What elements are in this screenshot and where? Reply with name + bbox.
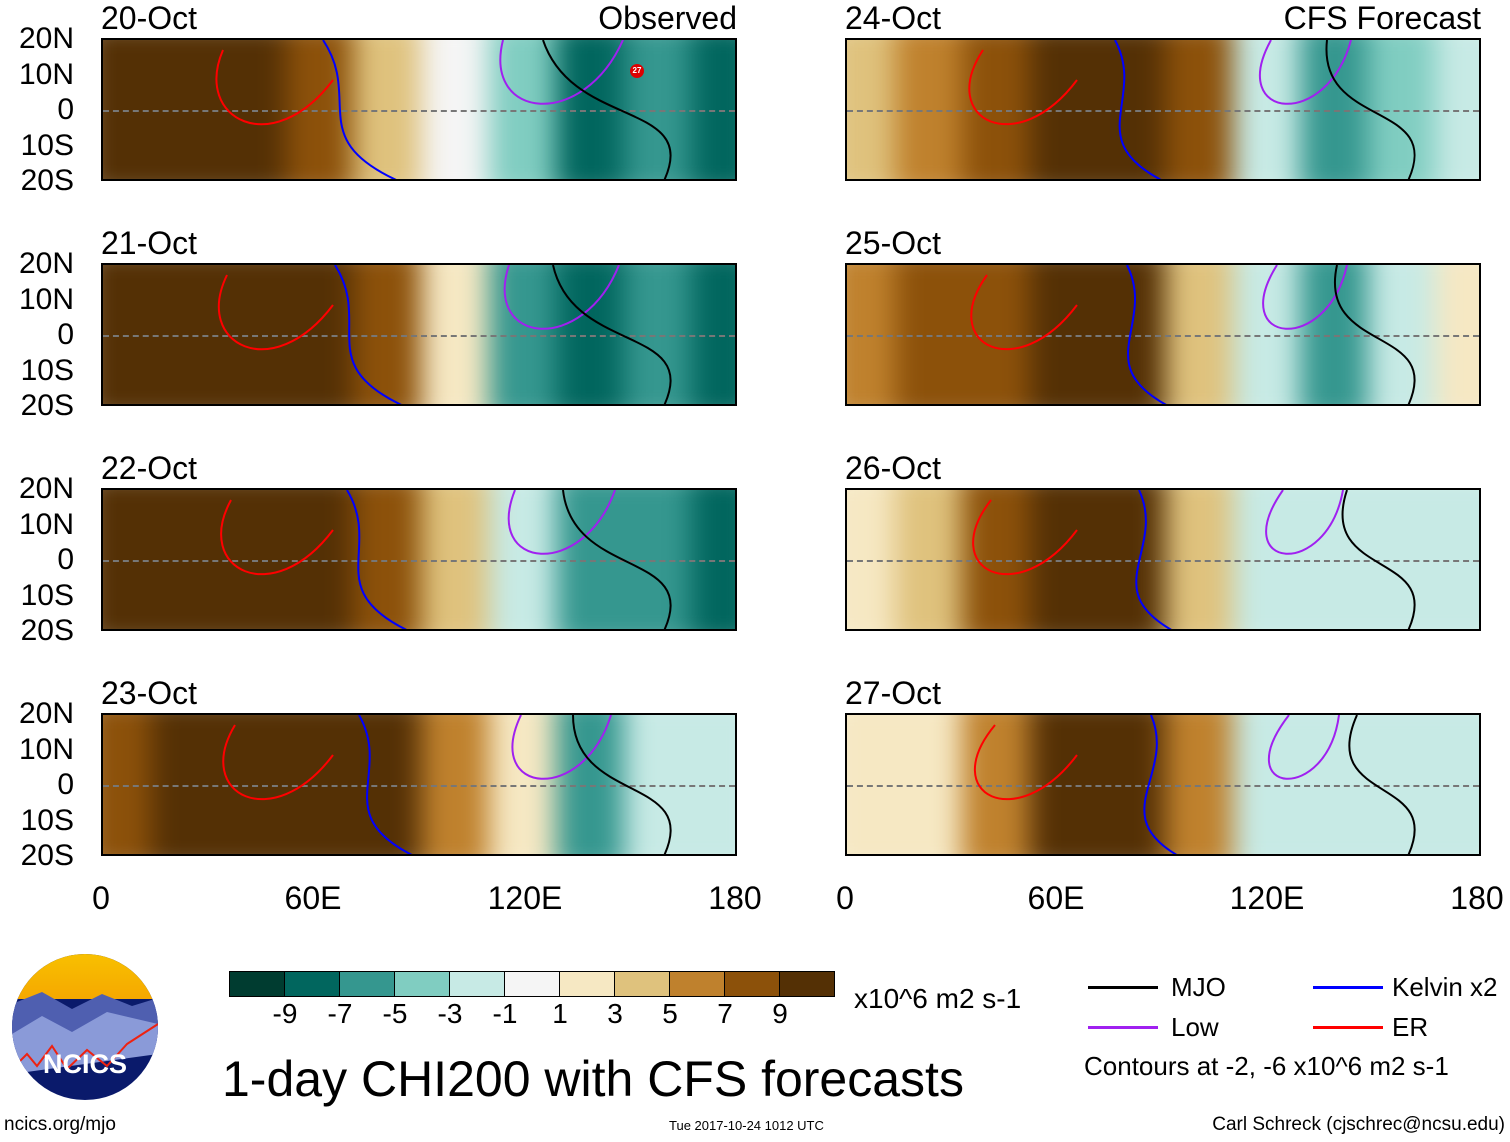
lat-label: 20N xyxy=(18,247,74,280)
lon-label: 60E xyxy=(1027,880,1085,916)
colorbar-swatch xyxy=(230,972,285,996)
colorbar-label: -5 xyxy=(382,998,408,1029)
panel-date: 27-Oct xyxy=(845,675,942,711)
equator-line xyxy=(103,334,735,337)
colorbar-swatch xyxy=(285,972,340,996)
lat-label: 10S xyxy=(20,128,74,162)
lat-label: 20S xyxy=(20,614,74,647)
chi200-map-panel xyxy=(101,488,737,631)
panel-date: 22-Oct xyxy=(101,450,198,486)
equator-line xyxy=(103,109,735,112)
colorbar-swatch xyxy=(395,972,450,996)
colorbar-label: -9 xyxy=(272,998,298,1029)
lat-label: 10S xyxy=(20,353,74,387)
figure-title: 1-day CHI200 with CFS forecasts xyxy=(222,1051,964,1107)
panel-label: CFS Forecast xyxy=(1283,0,1481,36)
lat-label: 20S xyxy=(20,389,74,422)
colorbar xyxy=(229,971,835,997)
lon-label: 120E xyxy=(487,880,563,916)
panel-date: 23-Oct xyxy=(101,675,198,711)
equator-line xyxy=(847,109,1479,112)
equator-line xyxy=(847,784,1479,787)
lat-label: 20N xyxy=(18,472,74,505)
kelvin-label: Kelvin x2 xyxy=(1392,972,1498,1002)
lon-label: 120E xyxy=(1229,880,1305,916)
lat-label: 10N xyxy=(18,57,74,91)
colorbar-label: -7 xyxy=(327,998,353,1029)
chi200-map-panel xyxy=(845,38,1481,181)
low-label: Low xyxy=(1171,1012,1219,1042)
panel-date: 21-Oct xyxy=(101,225,198,261)
panel-label: Observed xyxy=(598,0,737,36)
colorbar-swatch xyxy=(560,972,615,996)
lon-label: 60E xyxy=(284,880,342,916)
lat-label: 10S xyxy=(20,803,74,837)
lat-label: 0 xyxy=(57,768,74,801)
colorbar-swatch xyxy=(725,972,780,996)
lon-label: 0 xyxy=(92,880,110,916)
colorbar-label: 1 xyxy=(552,998,568,1029)
colorbar-swatch xyxy=(450,972,505,996)
lat-label: 20N xyxy=(18,697,74,730)
chi200-map-panel xyxy=(101,713,737,856)
equator-line xyxy=(103,559,735,562)
panel-date: 20-Oct xyxy=(101,0,198,36)
lat-label: 20S xyxy=(20,164,74,197)
mjo-line-key xyxy=(1088,986,1158,989)
equator-line xyxy=(847,334,1479,337)
er-label: ER xyxy=(1392,1012,1429,1042)
colorbar-label: 3 xyxy=(607,998,623,1029)
panel-date: 24-Oct xyxy=(845,0,942,36)
kelvin-line-key xyxy=(1313,986,1383,989)
colorbar-swatch xyxy=(615,972,670,996)
chi200-map-panel xyxy=(845,488,1481,631)
colorbar-label: 7 xyxy=(717,998,733,1029)
colorbar-label: -3 xyxy=(437,998,463,1029)
colorbar-units: x10^6 m2 s-1 xyxy=(854,983,1022,1014)
chi200-map-panel: 27 xyxy=(101,38,737,181)
lon-label: 180 xyxy=(708,880,762,916)
chi200-map-panel xyxy=(101,263,737,406)
lat-label: 10N xyxy=(18,507,74,541)
equator-line xyxy=(103,784,735,787)
lat-label: 20S xyxy=(20,839,74,872)
footer-timestamp: Tue 2017-10-24 1012 UTC xyxy=(669,1118,824,1133)
lat-label: 0 xyxy=(57,318,74,351)
lat-label: 0 xyxy=(57,93,74,126)
er-line-key xyxy=(1313,1026,1383,1029)
chi200-map-panel xyxy=(845,263,1481,406)
logo-text: NCICS xyxy=(42,1049,127,1079)
colorbar-label: 9 xyxy=(772,998,788,1029)
colorbar-swatch xyxy=(670,972,725,996)
colorbar-swatch xyxy=(505,972,560,996)
panel-date: 25-Oct xyxy=(845,225,942,261)
equator-line xyxy=(847,559,1479,562)
lat-label: 10N xyxy=(18,282,74,316)
colorbar-swatch xyxy=(340,972,395,996)
mjo-label: MJO xyxy=(1171,972,1226,1002)
lon-label: 180 xyxy=(1450,880,1504,916)
panel-date: 26-Oct xyxy=(845,450,942,486)
lat-label: 10N xyxy=(18,732,74,766)
lat-label: 10S xyxy=(20,578,74,612)
chi200-map-panel xyxy=(845,713,1481,856)
colorbar-swatch xyxy=(780,972,834,996)
lat-label: 20N xyxy=(18,22,74,55)
ncics-logo: NCICS xyxy=(12,954,158,1100)
colorbar-label: -1 xyxy=(492,998,518,1029)
footer-url[interactable]: ncics.org/mjo xyxy=(4,1114,116,1135)
colorbar-label: 5 xyxy=(662,998,678,1029)
lon-label: 0 xyxy=(836,880,854,916)
lat-label: 0 xyxy=(57,543,74,576)
tropical-storm-marker: 27 xyxy=(630,64,644,78)
low-line-key xyxy=(1088,1026,1158,1029)
footer-author: Carl Schreck (cjschrec@ncsu.edu) xyxy=(1212,1114,1505,1135)
contours-note: Contours at -2, -6 x10^6 m2 s-1 xyxy=(1084,1051,1449,1081)
